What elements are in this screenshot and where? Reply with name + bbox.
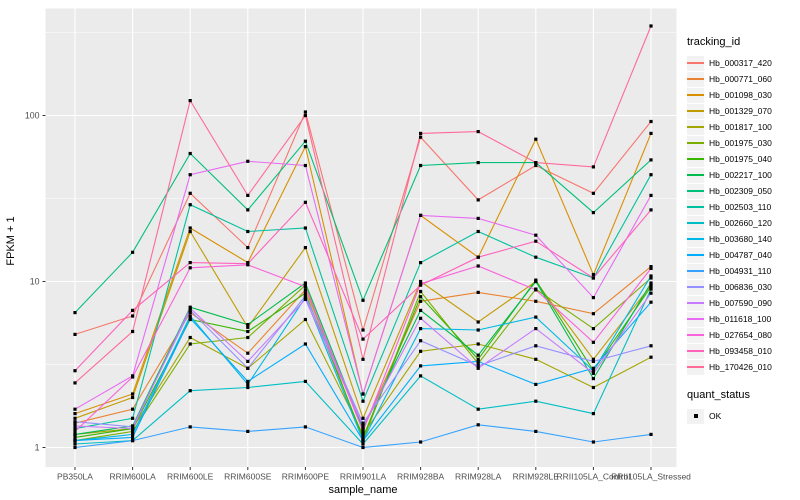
line-key-icon — [687, 359, 704, 375]
line-key-icon — [687, 231, 704, 247]
svg-text:RRIM600LA: RRIM600LA — [109, 472, 156, 482]
line-key-icon — [687, 247, 704, 263]
legend-entry-Hb_001329_070: Hb_001329_070 — [687, 103, 799, 119]
legend-entry-Hb_006836_030: Hb_006836_030 — [687, 279, 799, 295]
legend-entry-Hb_093458_010: Hb_093458_010 — [687, 343, 799, 359]
legend-entry-label: Hb_027654_080 — [709, 330, 772, 340]
legend-entry-label: Hb_001329_070 — [709, 106, 772, 116]
legend-title-quant-status: quant_status — [687, 389, 750, 401]
svg-text:RRIM928LE: RRIM928LE — [513, 472, 560, 482]
line-key-icon — [687, 55, 704, 71]
svg-text:PB350LA: PB350LA — [57, 472, 93, 482]
line-key-icon — [687, 311, 704, 327]
legend-title-tracking-id: tracking_id — [687, 36, 741, 48]
svg-text:RRIM928BA: RRIM928BA — [397, 472, 445, 482]
y-axis-title: FPKM + 1 — [5, 216, 17, 265]
legend-entry-Hb_002660_120: Hb_002660_120 — [687, 215, 799, 231]
axis-ticks-and-labels: 1 10 100 PB350LA RRIM600LA RRIM600LE RRIM600SE… — [25, 111, 691, 482]
line-key-icon — [687, 295, 704, 311]
svg-text:RRII105LA_Stressed: RRII105LA_Stressed — [611, 472, 691, 482]
legend-entry-label: Hb_002309_050 — [709, 186, 772, 196]
legend-entry-label: Hb_007590_090 — [709, 298, 772, 308]
svg-text:100: 100 — [25, 111, 40, 121]
panel-background — [45, 8, 677, 467]
svg-text:RRII105LA_Control: RRII105LA_Control — [557, 472, 631, 482]
legend-entry-Hb_011618_100: Hb_011618_100 — [687, 311, 799, 327]
line-key-icon — [687, 343, 704, 359]
line-key-icon — [687, 279, 704, 295]
legend-entry-Hb_000771_060: Hb_000771_060 — [687, 71, 799, 87]
line-key-icon — [687, 119, 704, 135]
line-key-icon — [687, 183, 704, 199]
legend-entry-label: Hb_004931_110 — [709, 266, 772, 276]
line-key-icon — [687, 71, 704, 87]
legend-entry-label: Hb_000317_420 — [709, 58, 772, 68]
legend-entry-Hb_001817_100: Hb_001817_100 — [687, 119, 799, 135]
legend-entry-label: Hb_002503_110 — [709, 202, 772, 212]
line-key-icon — [687, 135, 704, 151]
legend-entry-label: Hb_001098_030 — [709, 90, 772, 100]
line-key-icon — [687, 215, 704, 231]
legend-entry-label: Hb_006836_030 — [709, 282, 772, 292]
legend-entry-label: OK — [709, 411, 722, 421]
legend-entry-Hb_170426_010: Hb_170426_010 — [687, 359, 799, 375]
legend-entry-label: Hb_011618_100 — [709, 314, 772, 324]
legend-entries: Hb_000317_420 Hb_000771_060 Hb_001098_030 H… — [687, 55, 799, 375]
x-axis-title: sample_name — [328, 484, 397, 496]
legend-entry-label: Hb_001817_100 — [709, 122, 772, 132]
legend-entry-label: Hb_001975_040 — [709, 154, 772, 164]
line-key-icon — [687, 327, 704, 343]
ok-point-key-icon — [687, 408, 704, 424]
legend-entry-Hb_007590_090: Hb_007590_090 — [687, 295, 799, 311]
legend-entry-label: Hb_170426_010 — [709, 362, 772, 372]
line-key-icon — [687, 151, 704, 167]
legend-entry-Hb_001975_030: Hb_001975_030 — [687, 135, 799, 151]
line-key-icon — [687, 263, 704, 279]
svg-text:RRIM600SE: RRIM600SE — [224, 472, 272, 482]
line-key-icon — [687, 167, 704, 183]
line-key-icon — [687, 103, 704, 119]
legend-entry-label: Hb_000771_060 — [709, 74, 772, 84]
svg-text:RRIM600PE: RRIM600PE — [282, 472, 330, 482]
line-key-icon — [687, 199, 704, 215]
legend-entry-Hb_001975_040: Hb_001975_040 — [687, 151, 799, 167]
svg-text:10: 10 — [30, 277, 40, 287]
legend-entry-label: Hb_002217_100 — [709, 170, 772, 180]
legend-entry-Hb_004931_110: Hb_004931_110 — [687, 263, 799, 279]
legend-entry-label: Hb_004787_040 — [709, 250, 772, 260]
legend-entry-label: Hb_003680_140 — [709, 234, 772, 244]
svg-text:RRIM901LA: RRIM901LA — [340, 472, 387, 482]
legend-entry-label: Hb_002660_120 — [709, 218, 772, 228]
line-key-icon — [687, 87, 704, 103]
data-points — [73, 24, 653, 450]
legend-entry-Hb_001098_030: Hb_001098_030 — [687, 87, 799, 103]
legend-entry-Hb_027654_080: Hb_027654_080 — [687, 327, 799, 343]
svg-text:RRIM928LA: RRIM928LA — [455, 472, 502, 482]
legend: tracking_id Hb_000317_420 Hb_000771_060 Hb… — [687, 36, 799, 424]
legend-entry-Hb_002217_100: Hb_002217_100 — [687, 167, 799, 183]
legend-entry-Hb_002503_110: Hb_002503_110 — [687, 199, 799, 215]
legend-entry-Hb_002309_050: Hb_002309_050 — [687, 183, 799, 199]
legend-entry-Hb_000317_420: Hb_000317_420 — [687, 55, 799, 71]
legend-entry-label: Hb_093458_010 — [709, 346, 772, 356]
svg-text:RRIM600LE: RRIM600LE — [167, 472, 214, 482]
legend-entry-label: Hb_001975_030 — [709, 138, 772, 148]
legend-entry-Hb_003680_140: Hb_003680_140 — [687, 231, 799, 247]
legend-entry-Hb_004787_040: Hb_004787_040 — [687, 247, 799, 263]
svg-text:1: 1 — [35, 443, 40, 453]
legend-entry-ok: OK — [687, 408, 799, 424]
